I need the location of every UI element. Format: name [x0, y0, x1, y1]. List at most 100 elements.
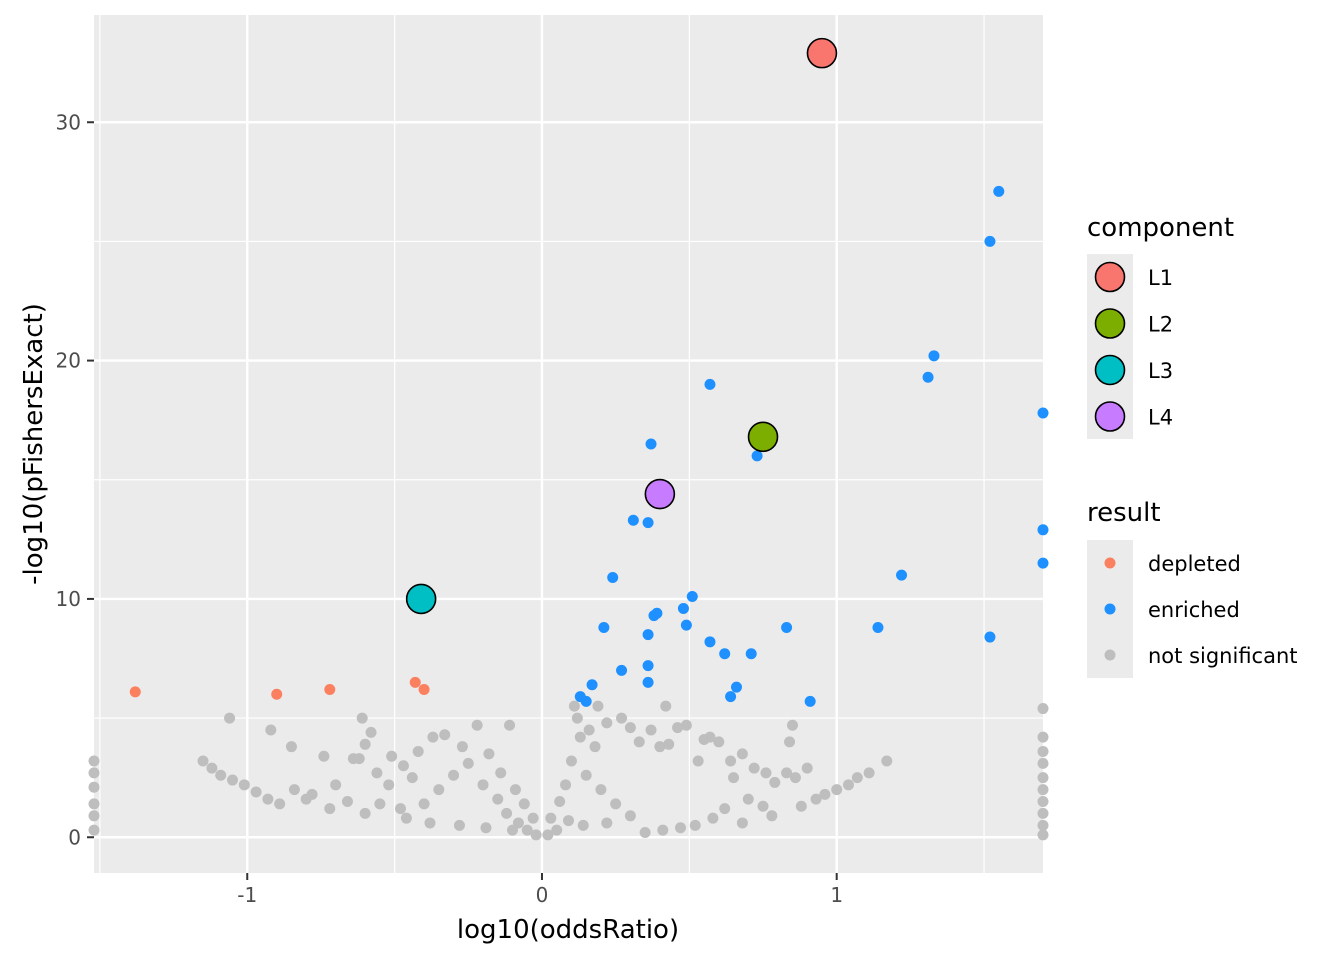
point-enriched — [928, 350, 940, 362]
y-tick-label: 30 — [56, 110, 81, 134]
point-not-significant — [1037, 731, 1049, 743]
point-not-significant — [786, 719, 798, 731]
point-not-significant — [1037, 757, 1049, 769]
point-not-significant — [728, 772, 740, 784]
point-not-significant — [238, 779, 250, 791]
point-not-significant — [742, 793, 754, 805]
point-not-significant — [439, 729, 451, 741]
point-enriched — [642, 676, 654, 688]
point-not-significant — [748, 762, 760, 774]
point-not-significant — [633, 736, 645, 748]
legend-key-depleted — [1104, 557, 1116, 569]
point-not-significant — [492, 793, 504, 805]
point-not-significant — [760, 767, 772, 779]
point-enriched — [642, 629, 654, 641]
legend-label-l1: L1 — [1148, 266, 1173, 290]
point-enriched — [648, 610, 660, 622]
point-depleted — [409, 676, 421, 688]
point-enriched — [686, 591, 698, 603]
point-not-significant — [568, 700, 580, 712]
point-enriched — [993, 185, 1005, 197]
point-not-significant — [680, 719, 692, 731]
point-not-significant — [674, 822, 686, 834]
point-not-significant — [1037, 829, 1049, 841]
point-not-significant — [504, 719, 516, 731]
legend-key-l2 — [1094, 308, 1126, 339]
point-not-significant — [462, 757, 474, 769]
point-not-significant — [300, 793, 312, 805]
point-not-significant — [356, 712, 368, 724]
point-not-significant — [347, 753, 359, 765]
point-not-significant — [197, 755, 209, 767]
point-not-significant — [563, 815, 574, 827]
point-enriched — [984, 631, 996, 643]
point-enriched — [642, 660, 654, 672]
point-not-significant — [88, 767, 100, 779]
point-not-significant — [88, 755, 100, 767]
point-not-significant — [583, 724, 595, 736]
point-enriched — [781, 622, 793, 634]
point-enriched — [872, 622, 884, 634]
point-enriched — [725, 691, 737, 703]
point-enriched — [730, 681, 742, 693]
point-not-significant — [736, 817, 748, 829]
point-not-significant — [1037, 772, 1049, 784]
component-point-l2 — [747, 421, 779, 453]
point-not-significant — [501, 807, 513, 819]
point-not-significant — [624, 722, 636, 734]
point-not-significant — [509, 784, 521, 796]
point-not-significant — [881, 755, 893, 767]
point-not-significant — [571, 712, 583, 724]
x-tick-label: 1 — [830, 883, 843, 907]
point-not-significant — [654, 741, 666, 753]
point-not-significant — [495, 767, 507, 779]
point-not-significant — [433, 784, 445, 796]
point-depleted — [129, 686, 141, 698]
point-not-significant — [757, 800, 769, 812]
point-not-significant — [507, 824, 519, 836]
point-not-significant — [580, 769, 592, 781]
point-not-significant — [418, 798, 430, 810]
point-not-significant — [592, 700, 604, 712]
point-not-significant — [560, 779, 572, 791]
point-not-significant — [406, 772, 418, 784]
point-not-significant — [639, 826, 651, 838]
point-enriched — [677, 602, 689, 614]
point-not-significant — [1037, 796, 1049, 807]
legend-result: result depleted enriched not significant — [1087, 498, 1298, 678]
point-not-significant — [88, 824, 100, 836]
point-not-significant — [527, 812, 539, 824]
point-not-significant — [719, 803, 731, 815]
point-not-significant — [645, 724, 657, 736]
legend-key-l4 — [1094, 401, 1126, 432]
point-not-significant — [851, 772, 863, 784]
legend-key-enriched — [1104, 603, 1116, 615]
point-not-significant — [521, 824, 533, 836]
point-enriched — [645, 438, 657, 450]
point-not-significant — [657, 824, 669, 836]
point-enriched — [719, 648, 731, 660]
component-points — [405, 37, 838, 615]
point-not-significant — [477, 779, 489, 791]
point-not-significant — [262, 793, 274, 805]
point-not-significant — [781, 767, 793, 779]
y-tick-label: 20 — [56, 349, 81, 373]
legend-label-l2: L2 — [1148, 313, 1173, 337]
point-enriched — [607, 571, 619, 583]
point-enriched — [580, 695, 592, 707]
point-enriched — [642, 517, 654, 529]
point-not-significant — [1037, 703, 1049, 715]
point-enriched — [1037, 407, 1049, 419]
point-enriched — [896, 569, 908, 581]
point-not-significant — [424, 817, 436, 829]
point-not-significant — [842, 779, 854, 791]
point-enriched — [598, 622, 610, 634]
legend-label-l4: L4 — [1148, 406, 1173, 430]
point-enriched — [616, 664, 628, 676]
point-not-significant — [1037, 819, 1049, 831]
point-depleted — [271, 688, 283, 700]
point-not-significant — [1037, 807, 1049, 819]
point-not-significant — [88, 781, 100, 793]
point-not-significant — [574, 731, 586, 743]
y-tick-label: 0 — [68, 825, 81, 849]
